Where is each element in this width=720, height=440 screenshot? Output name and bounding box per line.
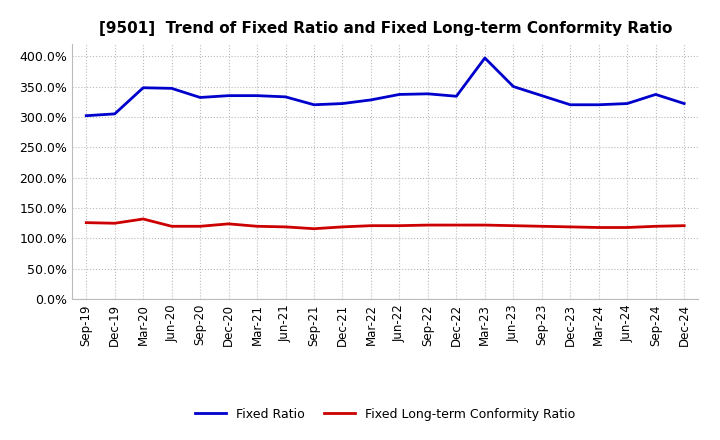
Fixed Long-term Conformity Ratio xyxy=(225,221,233,227)
Fixed Ratio xyxy=(566,102,575,107)
Fixed Ratio xyxy=(623,101,631,106)
Fixed Long-term Conformity Ratio xyxy=(366,223,375,228)
Fixed Long-term Conformity Ratio xyxy=(623,225,631,230)
Fixed Ratio xyxy=(110,111,119,117)
Fixed Ratio xyxy=(282,94,290,99)
Fixed Long-term Conformity Ratio xyxy=(282,224,290,230)
Fixed Ratio xyxy=(652,92,660,97)
Fixed Ratio xyxy=(480,55,489,61)
Fixed Long-term Conformity Ratio xyxy=(537,224,546,229)
Fixed Long-term Conformity Ratio xyxy=(253,224,261,229)
Fixed Long-term Conformity Ratio xyxy=(310,226,318,231)
Fixed Ratio xyxy=(338,101,347,106)
Fixed Long-term Conformity Ratio xyxy=(680,223,688,228)
Fixed Long-term Conformity Ratio xyxy=(338,224,347,230)
Fixed Ratio xyxy=(253,93,261,98)
Fixed Ratio xyxy=(452,94,461,99)
Fixed Ratio xyxy=(310,102,318,107)
Fixed Ratio xyxy=(537,93,546,98)
Fixed Long-term Conformity Ratio xyxy=(480,223,489,228)
Fixed Long-term Conformity Ratio xyxy=(110,220,119,226)
Line: Fixed Long-term Conformity Ratio: Fixed Long-term Conformity Ratio xyxy=(86,219,684,229)
Fixed Ratio xyxy=(196,95,204,100)
Fixed Ratio xyxy=(366,97,375,103)
Fixed Ratio xyxy=(423,91,432,96)
Fixed Ratio xyxy=(395,92,404,97)
Fixed Long-term Conformity Ratio xyxy=(82,220,91,225)
Fixed Long-term Conformity Ratio xyxy=(652,224,660,229)
Fixed Long-term Conformity Ratio xyxy=(566,224,575,230)
Fixed Ratio xyxy=(595,102,603,107)
Fixed Ratio xyxy=(509,84,518,89)
Fixed Long-term Conformity Ratio xyxy=(452,223,461,228)
Fixed Long-term Conformity Ratio xyxy=(167,224,176,229)
Fixed Long-term Conformity Ratio xyxy=(595,225,603,230)
Title: [9501]  Trend of Fixed Ratio and Fixed Long-term Conformity Ratio: [9501] Trend of Fixed Ratio and Fixed Lo… xyxy=(99,21,672,36)
Line: Fixed Ratio: Fixed Ratio xyxy=(86,58,684,116)
Fixed Long-term Conformity Ratio xyxy=(196,224,204,229)
Fixed Ratio xyxy=(167,86,176,91)
Legend: Fixed Ratio, Fixed Long-term Conformity Ratio: Fixed Ratio, Fixed Long-term Conformity … xyxy=(190,403,580,425)
Fixed Long-term Conformity Ratio xyxy=(139,216,148,222)
Fixed Long-term Conformity Ratio xyxy=(395,223,404,228)
Fixed Ratio xyxy=(82,113,91,118)
Fixed Ratio xyxy=(139,85,148,90)
Fixed Long-term Conformity Ratio xyxy=(509,223,518,228)
Fixed Ratio xyxy=(225,93,233,98)
Fixed Long-term Conformity Ratio xyxy=(423,223,432,228)
Fixed Ratio xyxy=(680,101,688,106)
